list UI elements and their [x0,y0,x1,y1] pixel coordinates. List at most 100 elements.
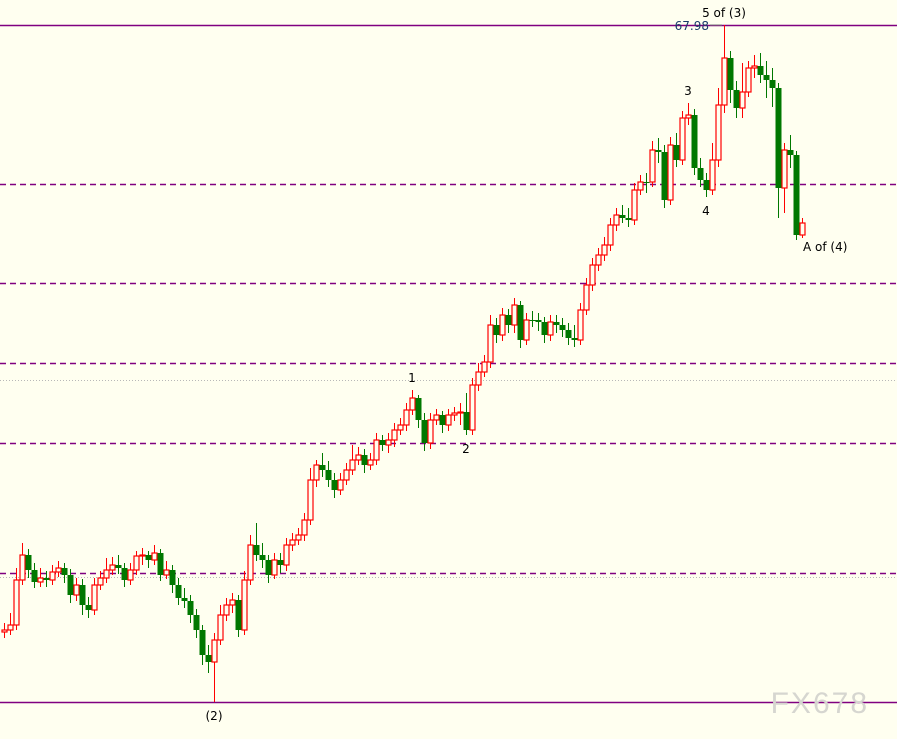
candle-body-up [349,459,356,471]
candle-body-down [415,398,422,420]
candle-body-down [205,655,212,662]
wave-label: 1 [408,371,416,385]
candle-body-up [481,361,488,373]
candle-body-up [271,559,278,576]
candle-body-up [739,91,746,109]
candle-body-up [313,464,320,481]
candle-body-up [595,254,602,266]
candle-body-down [169,570,176,585]
candle-body-up [211,639,218,663]
candle-body-down [235,600,242,630]
candle-body-down [517,305,524,340]
candle-body-down [541,322,548,335]
candle-body-up [607,224,614,246]
candle-body-down [61,568,68,575]
price-label: 67.98 [675,19,709,33]
wave-label: 4 [702,204,710,218]
candle-body-down [325,470,332,480]
candle-body-down [505,315,512,325]
candle-body-down [463,412,470,430]
candle-body-down [643,182,650,183]
candle-body-up [337,479,344,491]
candle-body-up [109,564,116,571]
candle-body-down [553,322,560,325]
candle-body-down [277,560,284,565]
candle-body-down [769,80,776,88]
candle-body-up [397,424,404,431]
watermark: FX678 [770,687,869,720]
candle-body-up [355,454,362,461]
candle-body-down [763,75,770,80]
candle-body-up [613,214,620,226]
candle-body-up [19,554,26,581]
candle-body-up [649,149,656,183]
candle-body-down [559,325,566,330]
candle-body-up [469,384,476,431]
candle-body-up [637,181,644,191]
candle-body-down [493,325,500,335]
candle-body-down [259,555,266,560]
candle-body-down [175,585,182,598]
candle-body-down [565,330,572,338]
candle-body-up [91,584,98,611]
candle-body-down [421,420,428,443]
candle-body-down [331,480,338,490]
candle-body-down [793,155,800,235]
candle-body-up [511,304,518,326]
wave-label: 3 [684,84,692,98]
candle-body-down [115,565,122,568]
candle-body-up [49,571,56,581]
candle-body-down [787,150,794,155]
candle-body-down [661,152,668,200]
candle-body-down [85,605,92,610]
candle-body-up [7,624,14,631]
candle-body-up [577,309,584,341]
candle-body-down [379,440,386,445]
candle-body-down [145,555,152,560]
candle-body-down [775,88,782,188]
candle-body-up [391,429,398,441]
candle-body-up [229,599,236,606]
candle-body-up [289,539,296,546]
candle-body-down [43,578,50,580]
candle-body-up [127,569,134,581]
candle-body-up [217,614,224,641]
candle-body-up [241,579,248,631]
candle-body-down [67,575,74,595]
candle-body-up [685,114,692,119]
candle-body-down [733,90,740,108]
candle-body-up [589,264,596,286]
candle-body-down [193,615,200,630]
candle-body-up [721,57,728,106]
candle-body-down [757,66,764,75]
candle-body-down [253,545,260,555]
candle-body-up [709,159,716,191]
candle-body-up [97,577,104,586]
candle-body-up [475,371,482,386]
candle-body-up [139,554,146,557]
wave-label: (2) [206,709,223,723]
candle-body-up [367,459,374,466]
candle-body-down [79,585,86,605]
candle-body-down [529,320,536,321]
wave-label: 2 [462,442,470,456]
wave-label: 5 of (3) [702,6,746,20]
candle-body-up [385,439,392,446]
candle-body-up [457,411,464,414]
candle-body-up [295,534,302,541]
candle-body-down [571,338,578,340]
candle-body-up [373,439,380,461]
candle-body-down [265,560,272,575]
candle-body-up [523,319,530,341]
candle-body-up [667,144,674,201]
candle-body-up [37,577,44,583]
candle-body-up [499,314,506,336]
candle-body-up [427,419,434,444]
candle-body-up [301,519,308,536]
candle-body-up [283,544,290,566]
candle-body-up [403,409,410,426]
candle-body-up [223,604,230,616]
candle-body-down [319,465,326,470]
candle-body-down [31,570,38,582]
